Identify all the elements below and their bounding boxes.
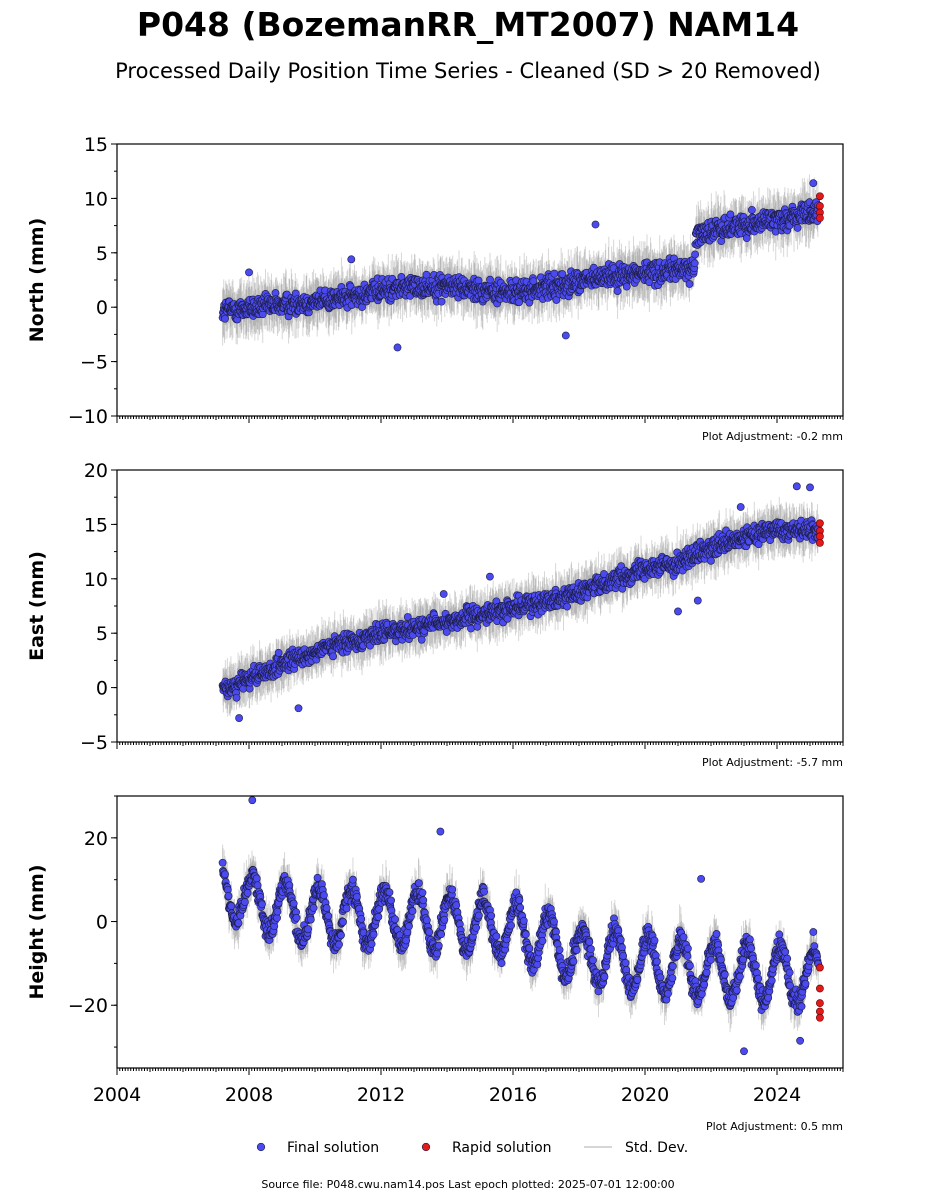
final-point — [793, 223, 802, 232]
rapid-point — [816, 214, 824, 222]
std-dev-bars — [222, 174, 819, 346]
plot-adjustment: Plot Adjustment: -0.2 mm — [702, 430, 843, 443]
y-tick-label: 0 — [96, 297, 108, 319]
panel-data — [218, 482, 824, 722]
final-point — [550, 269, 559, 278]
final-point-outlier — [393, 343, 402, 352]
final-point — [232, 693, 241, 702]
final-point — [422, 270, 431, 279]
final-solution-points — [218, 482, 823, 722]
final-point — [747, 205, 756, 214]
panels: −10 −5 0 5 10 15 North (mm) Plot Adjustment: -0… — [26, 134, 844, 1133]
chart-title: P048 (BozemanRR_MT2007) NAM14 — [137, 5, 799, 44]
final-point — [690, 259, 699, 268]
final-point — [726, 210, 735, 219]
rapid-point — [816, 202, 824, 210]
final-point — [691, 250, 699, 259]
y-tick-label: −5 — [80, 352, 108, 374]
y-tick-label: 10 — [84, 188, 108, 210]
final-point-outlier — [347, 255, 356, 264]
final-point — [274, 648, 283, 657]
y-tick-label: 15 — [84, 134, 108, 156]
rapid-point — [816, 192, 824, 201]
rapid-solution-points — [816, 192, 824, 222]
final-point-outlier — [591, 220, 600, 229]
axis-ticks — [111, 143, 844, 423]
final-point-outlier — [809, 179, 818, 188]
chart-subtitle: Processed Daily Position Time Series - C… — [115, 59, 821, 83]
final-point-outlier — [561, 331, 570, 340]
y-tick-label: −10 — [68, 406, 108, 428]
final-point — [437, 297, 446, 306]
final-point — [645, 278, 654, 287]
final-solution-points — [218, 179, 823, 352]
final-point — [613, 287, 622, 295]
panel-data — [218, 174, 824, 352]
final-point-outlier — [245, 268, 253, 277]
y-axis-label: North (mm) — [26, 218, 48, 343]
final-point — [685, 280, 694, 288]
final-point — [221, 314, 229, 323]
final-point — [622, 282, 631, 291]
final-point — [742, 234, 751, 243]
y-tick-label: 5 — [96, 243, 108, 265]
panel-0: −10 −5 0 5 10 15 North (mm) Plot Adjustment: -0… — [26, 134, 844, 443]
final-point — [486, 275, 494, 284]
final-point — [515, 298, 523, 307]
